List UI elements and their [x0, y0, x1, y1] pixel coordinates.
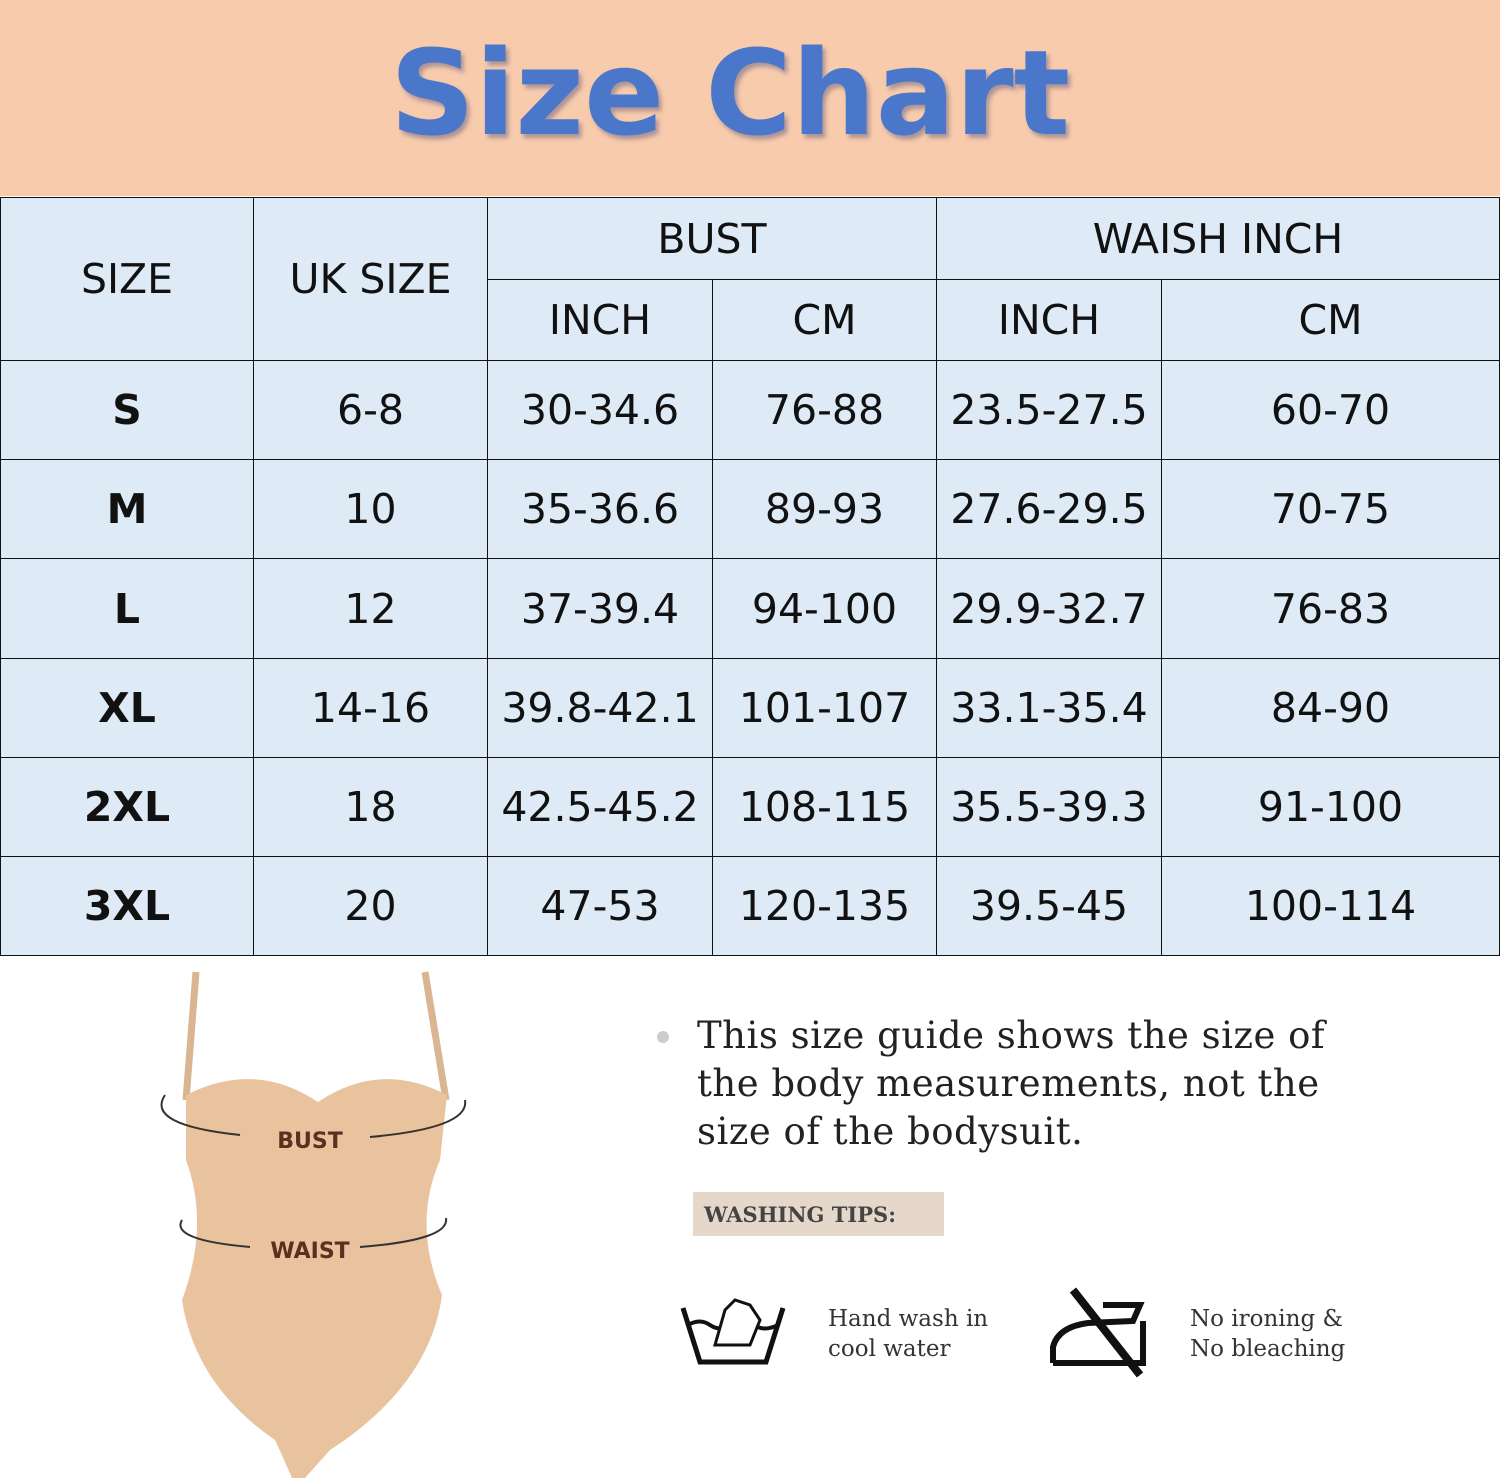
waist-line — [179, 1217, 448, 1248]
title: Size Chart — [389, 24, 1071, 162]
tip-line: No ironing & — [1190, 1306, 1343, 1332]
table-cell: 23.5-27.5 — [936, 360, 1162, 460]
washing-title: WASHING TIPS: — [693, 1192, 944, 1236]
table-cell: 12 — [253, 558, 488, 659]
table-cell: 84-90 — [1161, 658, 1500, 758]
table-cell: 101-107 — [712, 658, 937, 758]
note-line: size of the bodysuit. — [697, 1110, 1084, 1153]
table-cell: 94-100 — [712, 558, 937, 659]
table-cell: 18 — [253, 757, 488, 857]
table-cell: 30-34.6 — [487, 360, 713, 460]
table-cell: 6-8 — [253, 360, 488, 460]
table-cell: 89-93 — [712, 459, 937, 559]
table-cell: 42.5-45.2 — [487, 757, 713, 857]
table-cell: 3XL — [0, 856, 254, 956]
bullet — [657, 1031, 669, 1043]
header-cell: UK SIZE — [253, 197, 488, 361]
table-cell: 29.9-32.7 — [936, 558, 1162, 659]
table-cell: 39.8-42.1 — [487, 658, 713, 758]
table-cell: 35.5-39.3 — [936, 757, 1162, 857]
table-cell: 33.1-35.4 — [936, 658, 1162, 758]
header-cell: BUST — [487, 197, 937, 280]
note-line: This size guide shows the size of — [697, 1014, 1326, 1057]
subheader-cell: INCH — [487, 279, 713, 361]
table-cell: 14-16 — [253, 658, 488, 758]
subheader-cell: CM — [712, 279, 937, 361]
table-cell: 76-83 — [1161, 558, 1500, 659]
table-cell: 47-53 — [487, 856, 713, 956]
tip-line: Hand wash in — [828, 1306, 989, 1332]
table-cell: 76-88 — [712, 360, 937, 460]
table-cell: 60-70 — [1161, 360, 1500, 460]
table-cell: L — [0, 558, 254, 659]
table-cell: M — [0, 459, 254, 559]
table-cell: 91-100 — [1161, 757, 1500, 857]
strap — [182, 971, 450, 1101]
table-cell: S — [0, 360, 254, 460]
subheader-cell: INCH — [936, 279, 1162, 361]
header-cell: WAISH INCH — [936, 197, 1500, 280]
table-cell: XL — [0, 658, 254, 758]
table-cell: 10 — [253, 459, 488, 559]
subheader-cell: CM — [1161, 279, 1500, 361]
waist-label: WAIST — [270, 1239, 349, 1264]
tip-line: cool water — [828, 1336, 951, 1362]
table-cell: 35-36.6 — [487, 459, 713, 559]
table-cell: 37-39.4 — [487, 558, 713, 659]
table-cell: 120-135 — [712, 856, 937, 956]
table-cell: 70-75 — [1161, 459, 1500, 559]
table-cell: 108-115 — [712, 757, 937, 857]
table-cell: 27.6-29.5 — [936, 459, 1162, 559]
table-cell: 20 — [253, 856, 488, 956]
table-cell: 100-114 — [1161, 856, 1500, 956]
tip-line: No bleaching — [1190, 1336, 1346, 1362]
table-cell: 2XL — [0, 757, 254, 857]
hand-wash-icon — [680, 1298, 786, 1365]
bust-label: BUST — [277, 1129, 342, 1154]
header-band — [0, 0, 1500, 196]
bust-line — [160, 1094, 467, 1138]
table-cell: 39.5-45 — [936, 856, 1162, 956]
bodysuit — [182, 1079, 447, 1478]
bodysuit-figure: BUST WAIST — [160, 971, 467, 1478]
note-line: the body measurements, not the — [697, 1062, 1320, 1105]
no-iron-icon — [1050, 1287, 1146, 1378]
header-cell: SIZE — [0, 197, 254, 361]
